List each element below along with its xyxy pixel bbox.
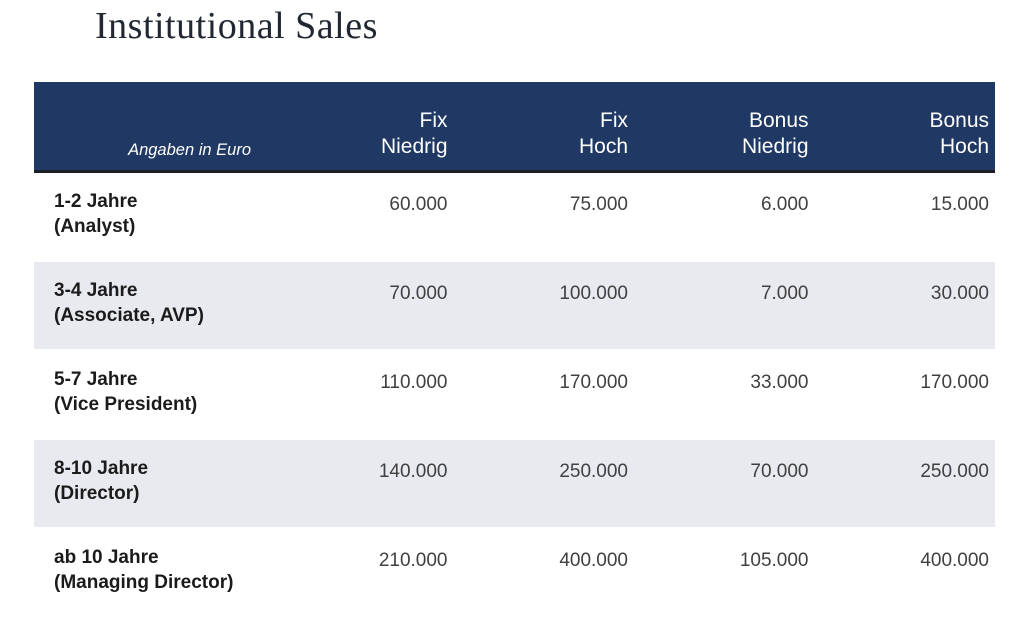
value-bonus-niedrig: 33.000: [750, 372, 809, 393]
row-label: ab 10 Jahre (Managing Director): [54, 547, 234, 593]
value-bonus-niedrig: 6.000: [760, 194, 809, 215]
unit-cell: Angaben in Euro: [34, 82, 273, 170]
column-header-fix-niedrig: Fix Niedrig: [380, 109, 448, 158]
table-row: 8-10 Jahre (Director) 140.000 250.000 70…: [34, 440, 995, 527]
value-bonus-hoch: 400.000: [920, 550, 989, 571]
value-bonus-hoch: 170.000: [920, 372, 989, 393]
row-label: 3-4 Jahre (Associate, AVP): [54, 280, 204, 326]
value-fix-hoch: 250.000: [559, 461, 628, 482]
value-bonus-niedrig: 105.000: [739, 550, 809, 571]
row-label: 1-2 Jahre (Analyst): [54, 191, 138, 237]
value-bonus-hoch: 30.000: [930, 283, 989, 304]
value-bonus-niedrig: 70.000: [750, 461, 809, 482]
column-header-bonus-hoch: Bonus Hoch: [929, 109, 989, 158]
table-row: 3-4 Jahre (Associate, AVP) 70.000 100.00…: [34, 262, 995, 349]
value-fix-hoch: 170.000: [559, 372, 628, 393]
unit-label: Angaben in Euro: [128, 141, 251, 159]
column-header-fix-hoch: Fix Hoch: [578, 109, 628, 158]
value-fix-hoch: 400.000: [559, 550, 628, 571]
table-row: ab 10 Jahre (Managing Director) 210.000 …: [34, 529, 995, 616]
value-fix-hoch: 100.000: [559, 283, 628, 304]
table-row: 5-7 Jahre (Vice President) 110.000 170.0…: [34, 351, 995, 438]
column-header-bonus-niedrig: Bonus Niedrig: [741, 109, 809, 158]
value-fix-niedrig: 210.000: [378, 550, 448, 571]
value-fix-niedrig: 70.000: [389, 283, 448, 304]
row-label: 8-10 Jahre (Director): [54, 458, 149, 504]
value-bonus-hoch: 250.000: [920, 461, 989, 482]
salary-table: Angaben in Euro Fix Niedrig Fix Hoch Bon…: [34, 82, 995, 618]
page-title: Institutional Sales: [95, 5, 378, 47]
value-fix-hoch: 75.000: [569, 194, 628, 215]
value-fix-niedrig: 140.000: [378, 461, 448, 482]
table-header-row: Angaben in Euro Fix Niedrig Fix Hoch Bon…: [34, 82, 995, 173]
value-fix-niedrig: 110.000: [380, 372, 448, 393]
value-fix-niedrig: 60.000: [389, 194, 448, 215]
value-bonus-hoch: 15.000: [930, 194, 989, 215]
row-label: 5-7 Jahre (Vice President): [54, 369, 198, 415]
value-bonus-niedrig: 7.000: [760, 283, 809, 304]
table-body: 1-2 Jahre (Analyst) 60.000 75.000 6.000 …: [34, 173, 995, 616]
table-row: 1-2 Jahre (Analyst) 60.000 75.000 6.000 …: [34, 173, 995, 260]
